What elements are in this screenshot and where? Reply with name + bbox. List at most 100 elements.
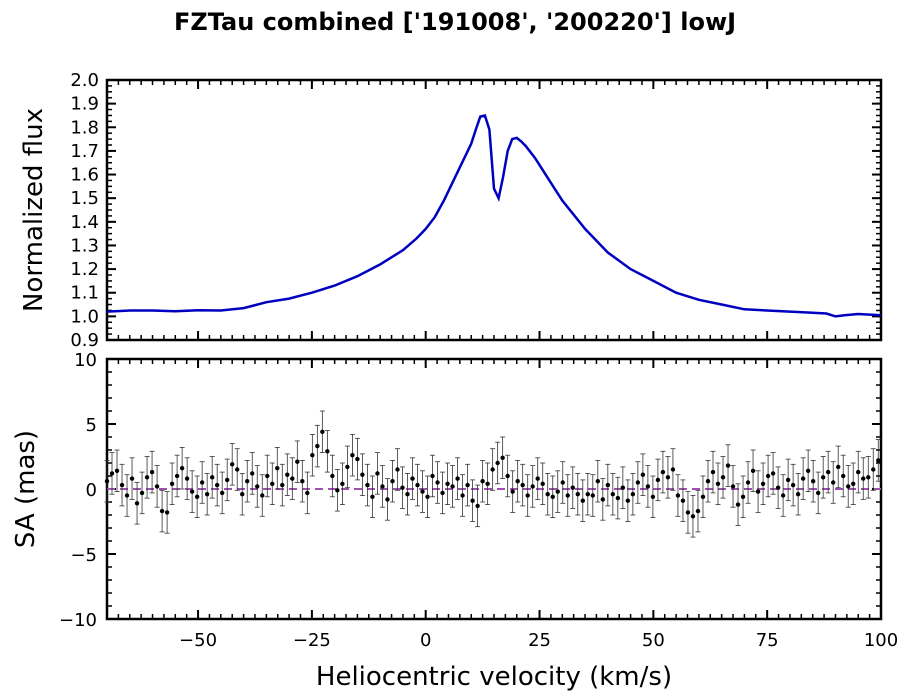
sa-data-point: [871, 467, 876, 472]
sa-data-point: [164, 510, 170, 515]
sa-data-point: [710, 469, 716, 475]
sa-data-point: [445, 481, 450, 486]
sa-data-point: [485, 481, 490, 486]
sa-data-point: [144, 475, 150, 480]
sa-data-point: [345, 464, 350, 470]
x-tick-label: 50: [642, 630, 665, 651]
flux-y-tick-label: 0.9: [70, 330, 99, 351]
sa-data-point: [330, 473, 335, 479]
sa-data-point: [179, 466, 185, 471]
sa-data-point: [530, 484, 535, 489]
sa-data-point: [370, 494, 375, 499]
sa-data-point: [199, 480, 205, 485]
sa-data-point: [841, 473, 846, 479]
flux-y-tick-label: 1.7: [70, 141, 99, 162]
sa-data-point: [605, 482, 611, 488]
sa-data-point: [550, 494, 555, 499]
sa-data-point: [525, 493, 530, 498]
sa-data-point: [856, 469, 861, 475]
sa-data-point: [209, 475, 215, 480]
flux-y-tick-label: 1.9: [70, 94, 99, 115]
sa-data-point: [455, 476, 460, 481]
sa-data-point: [866, 475, 871, 480]
flux-y-tick-label: 2.0: [70, 70, 99, 91]
sa-data-point: [480, 479, 485, 484]
sa-data-point: [590, 493, 595, 498]
sa-data-point: [315, 443, 320, 449]
sa-data-point: [134, 501, 140, 506]
sa-data-point: [460, 493, 465, 498]
sa-data-point: [565, 493, 570, 498]
sa-data-point: [320, 429, 325, 434]
flux-panel-ticks: [106, 79, 882, 341]
sa-y-axis-label: SA (mas): [11, 430, 41, 548]
sa-data-point: [500, 455, 505, 460]
sa-data-point: [805, 468, 811, 473]
sa-y-tick-label: 5: [86, 415, 97, 436]
sa-data-point: [670, 467, 676, 472]
sa-data-point: [580, 498, 585, 503]
flux-panel-frame: [105, 78, 883, 342]
sa-data-point: [355, 456, 360, 462]
sa-data-point: [810, 479, 816, 484]
sa-data-point: [245, 479, 250, 484]
sa-data-point: [440, 490, 445, 496]
sa-data-point: [790, 482, 796, 488]
flux-y-tick-label: 1.8: [70, 117, 99, 138]
sa-data-point: [169, 481, 175, 486]
sa-data-point: [310, 453, 315, 458]
flux-y-tick-label: 1.4: [70, 212, 99, 233]
x-tick-label: 25: [528, 630, 551, 651]
sa-data-point: [535, 476, 540, 481]
sa-data-point: [405, 492, 410, 497]
sa-data-point: [876, 458, 881, 463]
sa-data-point: [305, 490, 310, 496]
sa-data-point: [685, 510, 691, 515]
sa-error-bars: [104, 410, 881, 538]
sa-data-point: [425, 494, 430, 499]
sa-data-point: [830, 480, 836, 485]
sa-data-point: [214, 482, 220, 488]
sa-data-point: [410, 476, 415, 481]
sa-data-point: [124, 493, 130, 498]
sa-data-point: [780, 493, 786, 498]
sa-data-point: [540, 481, 545, 486]
sa-data-point: [189, 489, 195, 494]
x-tick-label: −50: [179, 630, 217, 651]
sa-data-point: [825, 469, 831, 475]
flux-y-tick-label: 1.1: [70, 283, 99, 304]
sa-data-point: [295, 459, 300, 464]
sa-data-point: [725, 463, 731, 468]
sa-data-point: [695, 508, 701, 514]
sa-data-point: [740, 494, 746, 499]
sa-data-point: [375, 471, 380, 476]
sa-data-point: [129, 476, 135, 481]
sa-data-point: [204, 492, 210, 497]
sa-data-point: [715, 481, 721, 486]
sa-data-point: [219, 490, 225, 496]
sa-data-point: [240, 492, 245, 497]
sa-data-point: [290, 476, 295, 481]
flux-y-tick-label: 1.5: [70, 188, 99, 209]
sa-data-point: [470, 498, 475, 503]
sa-data-point: [660, 469, 666, 475]
sa-data-point: [335, 488, 340, 493]
sa-data-point: [270, 481, 275, 486]
sa-data-point: [600, 497, 606, 502]
sa-data-point: [280, 482, 285, 488]
x-tick-label: 75: [756, 630, 779, 651]
sa-data-point: [665, 475, 671, 480]
sa-data-point: [635, 480, 641, 485]
flux-y-tick-label: 1.3: [70, 235, 99, 256]
sa-data-point: [159, 508, 165, 514]
sa-y-tick-label: −10: [59, 610, 97, 631]
sa-data-point: [260, 493, 265, 498]
x-tick-label: 0: [420, 630, 431, 651]
sa-data-point: [820, 475, 826, 480]
sa-data-point: [615, 495, 621, 501]
sa-data-point: [630, 492, 636, 497]
x-tick-label: −25: [293, 630, 331, 651]
sa-data-point: [610, 492, 616, 497]
